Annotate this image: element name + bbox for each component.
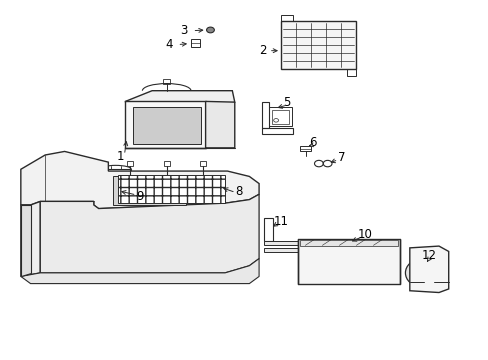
Bar bbox=[200, 161, 205, 166]
Bar bbox=[163, 161, 169, 166]
Ellipse shape bbox=[309, 251, 344, 277]
Text: 11: 11 bbox=[273, 215, 288, 228]
Ellipse shape bbox=[56, 174, 92, 193]
Ellipse shape bbox=[61, 177, 87, 190]
Text: 5: 5 bbox=[283, 96, 290, 109]
Polygon shape bbox=[125, 91, 234, 113]
Bar bbox=[191, 39, 200, 47]
Polygon shape bbox=[21, 205, 30, 276]
Text: 7: 7 bbox=[337, 151, 345, 165]
Polygon shape bbox=[264, 241, 297, 245]
Bar bbox=[268, 107, 291, 126]
Text: 8: 8 bbox=[235, 185, 242, 198]
Bar bbox=[300, 240, 397, 246]
Text: 2: 2 bbox=[259, 44, 266, 57]
Text: 6: 6 bbox=[308, 136, 316, 149]
Polygon shape bbox=[205, 102, 234, 148]
Text: 12: 12 bbox=[421, 249, 436, 262]
Bar bbox=[272, 111, 288, 124]
Ellipse shape bbox=[206, 27, 214, 33]
Ellipse shape bbox=[314, 255, 339, 273]
Ellipse shape bbox=[409, 264, 430, 282]
Polygon shape bbox=[132, 107, 201, 144]
Bar bbox=[281, 15, 292, 21]
Polygon shape bbox=[297, 239, 399, 284]
Bar bbox=[127, 161, 133, 166]
Ellipse shape bbox=[358, 255, 382, 273]
Text: 10: 10 bbox=[357, 228, 372, 241]
Text: 3: 3 bbox=[180, 24, 187, 37]
Polygon shape bbox=[113, 176, 186, 205]
Polygon shape bbox=[264, 248, 297, 252]
Ellipse shape bbox=[405, 260, 435, 286]
Polygon shape bbox=[21, 258, 259, 284]
Text: 1: 1 bbox=[117, 150, 124, 163]
Ellipse shape bbox=[353, 251, 387, 277]
Bar bbox=[346, 69, 356, 76]
Bar bbox=[300, 147, 310, 152]
Text: 4: 4 bbox=[165, 39, 173, 51]
Bar bbox=[163, 79, 170, 84]
Polygon shape bbox=[120, 180, 179, 202]
Polygon shape bbox=[21, 152, 259, 208]
Polygon shape bbox=[40, 194, 259, 273]
Polygon shape bbox=[409, 246, 448, 293]
Bar bbox=[281, 21, 356, 69]
Bar bbox=[118, 175, 224, 203]
Text: 9: 9 bbox=[136, 190, 143, 203]
Polygon shape bbox=[125, 102, 205, 148]
Polygon shape bbox=[21, 202, 40, 276]
